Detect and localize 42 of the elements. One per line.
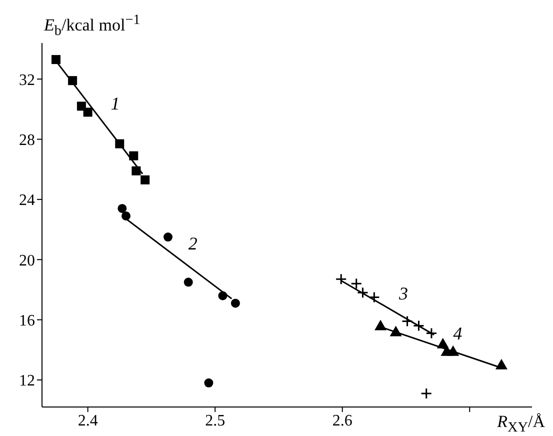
point [204,378,214,388]
annotation: 4 [453,324,462,344]
y-axis-title: E$_{b}$/kcal mol$^{−1}$ [44,12,140,40]
x-tick-label: 2.5 [205,412,226,430]
x-tick-label: 2.4 [78,412,98,430]
point [230,298,240,308]
point [402,316,414,328]
point [115,139,124,148]
point [495,358,508,370]
y-tick-label: 24 [19,192,35,210]
point [83,108,92,117]
point [368,291,380,303]
point [122,211,130,220]
point [350,278,362,290]
point [390,326,402,336]
point [426,328,438,340]
point [118,204,127,213]
y-tick-label: 12 [19,372,35,390]
point [218,291,228,300]
point [356,286,368,298]
point [132,166,141,176]
point [68,76,78,86]
point [420,388,432,400]
annotation: 3 [398,284,408,304]
y-tick-label: 32 [19,72,35,89]
point [76,102,86,111]
x-tick-label: 2.6 [332,412,352,430]
point [447,345,460,356]
y-tick-label: 16 [19,312,35,330]
point [412,320,424,332]
point [129,151,138,160]
point [164,232,172,242]
point [140,175,150,184]
annotation: 2 [188,233,198,254]
y-tick-label: 28 [19,132,35,149]
annotation: 1 [110,93,120,114]
point [436,338,449,348]
x-axis-title: R$_{XY}$/Å [497,412,545,436]
point [52,55,60,64]
y-tick-label: 20 [19,252,35,270]
point [184,278,193,287]
point [374,320,387,330]
